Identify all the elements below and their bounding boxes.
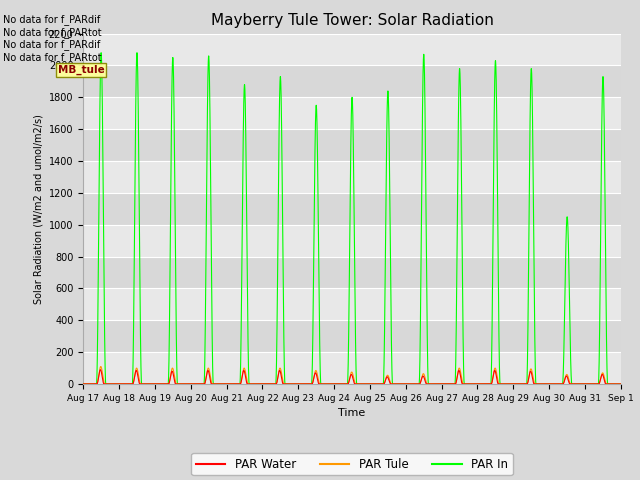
Bar	[83, 129, 621, 161]
Bar	[83, 34, 621, 65]
Bar	[83, 288, 621, 320]
Y-axis label: Solar Radiation (W/m2 and umol/m2/s): Solar Radiation (W/m2 and umol/m2/s)	[33, 114, 43, 304]
Title: Mayberry Tule Tower: Solar Radiation: Mayberry Tule Tower: Solar Radiation	[211, 13, 493, 28]
Legend: PAR Water, PAR Tule, PAR In: PAR Water, PAR Tule, PAR In	[191, 453, 513, 475]
Text: MB_tule: MB_tule	[58, 65, 104, 75]
Bar	[83, 352, 621, 384]
Text: No data for f_PARdif
No data for f_PARtot
No data for f_PARdif
No data for f_PAR: No data for f_PARdif No data for f_PARto…	[3, 14, 102, 63]
Bar	[83, 225, 621, 257]
Bar	[83, 65, 621, 97]
Bar	[83, 193, 621, 225]
Bar	[83, 257, 621, 288]
Bar	[83, 320, 621, 352]
X-axis label: Time: Time	[339, 408, 365, 418]
Bar	[83, 97, 621, 129]
Bar	[83, 161, 621, 193]
